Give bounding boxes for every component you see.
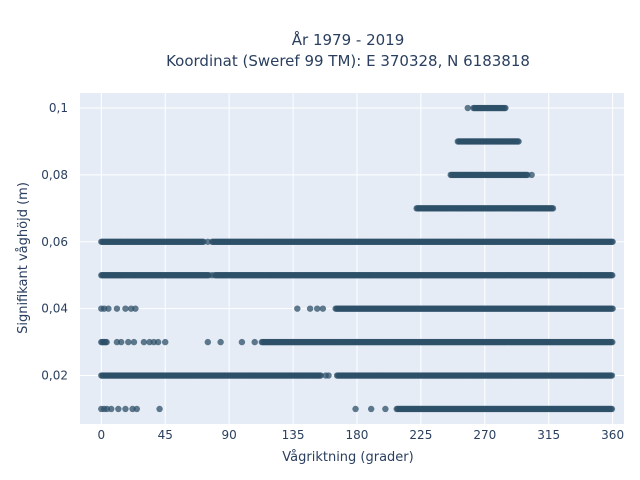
data-point bbox=[156, 405, 163, 413]
tick-labels: 0 45 90 135 180 225 270 315 360 0,02 0,04 0,06 0,08 0… bbox=[41, 101, 624, 442]
data-point bbox=[609, 272, 616, 279]
y-tick-label: 0,06 bbox=[41, 235, 68, 249]
x-tick-label: 45 bbox=[158, 428, 173, 442]
x-tick-label: 90 bbox=[221, 428, 236, 442]
data-point bbox=[204, 238, 212, 245]
data-point bbox=[154, 338, 162, 346]
data-point bbox=[251, 338, 258, 346]
x-tick-label: 135 bbox=[282, 428, 305, 442]
data-point bbox=[367, 405, 375, 413]
data-point bbox=[608, 405, 616, 413]
data-point bbox=[204, 338, 212, 346]
data-point bbox=[122, 305, 129, 312]
data-point bbox=[130, 338, 138, 346]
data-point bbox=[125, 338, 132, 346]
data-point bbox=[162, 338, 169, 346]
data-point bbox=[140, 338, 148, 346]
x-tick-label: 225 bbox=[409, 428, 432, 442]
data-point bbox=[352, 405, 359, 413]
y-tick-label: 0,04 bbox=[41, 302, 68, 316]
data-point bbox=[609, 238, 616, 245]
data-point bbox=[319, 305, 327, 312]
data-point bbox=[306, 305, 314, 312]
data-point bbox=[115, 405, 122, 413]
data-point bbox=[108, 405, 115, 413]
data-point bbox=[117, 338, 125, 346]
data-points bbox=[98, 104, 616, 413]
x-tick-label: 315 bbox=[537, 428, 560, 442]
data-point bbox=[325, 372, 332, 379]
chart-title-line1: År 1979 - 2019 bbox=[292, 30, 405, 49]
data-point bbox=[528, 171, 535, 179]
x-tick-label: 270 bbox=[473, 428, 496, 442]
y-tick-label: 0,02 bbox=[41, 369, 68, 383]
data-point bbox=[238, 338, 246, 346]
data-point bbox=[317, 372, 324, 379]
data-point bbox=[608, 372, 616, 379]
x-tick-label: 0 bbox=[97, 428, 105, 442]
data-point bbox=[609, 305, 616, 312]
data-point bbox=[103, 338, 110, 346]
data-point bbox=[382, 405, 389, 413]
data-point bbox=[122, 405, 129, 413]
data-point bbox=[549, 205, 557, 212]
data-point bbox=[133, 405, 141, 413]
x-tick-label: 360 bbox=[601, 428, 624, 442]
x-axis-title: Vågriktning (grader) bbox=[282, 450, 413, 465]
data-point bbox=[502, 104, 509, 112]
data-point bbox=[609, 338, 616, 346]
y-tick-label: 0,08 bbox=[41, 168, 68, 182]
data-point bbox=[294, 305, 301, 312]
data-point bbox=[208, 272, 216, 279]
x-tick-label: 180 bbox=[346, 428, 369, 442]
plot-area bbox=[80, 93, 624, 424]
data-point bbox=[113, 305, 121, 312]
chart-title-line2: Koordinat (Sweref 99 TM): E 370328, N 61… bbox=[166, 52, 530, 70]
data-point bbox=[132, 305, 139, 312]
y-tick-label: 0,1 bbox=[49, 101, 68, 115]
data-point bbox=[515, 138, 522, 145]
data-point bbox=[105, 305, 112, 312]
y-axis-title: Signifikant våghöjd (m) bbox=[16, 182, 31, 334]
data-point bbox=[217, 338, 224, 346]
data-point bbox=[314, 305, 321, 312]
data-point bbox=[464, 104, 471, 112]
